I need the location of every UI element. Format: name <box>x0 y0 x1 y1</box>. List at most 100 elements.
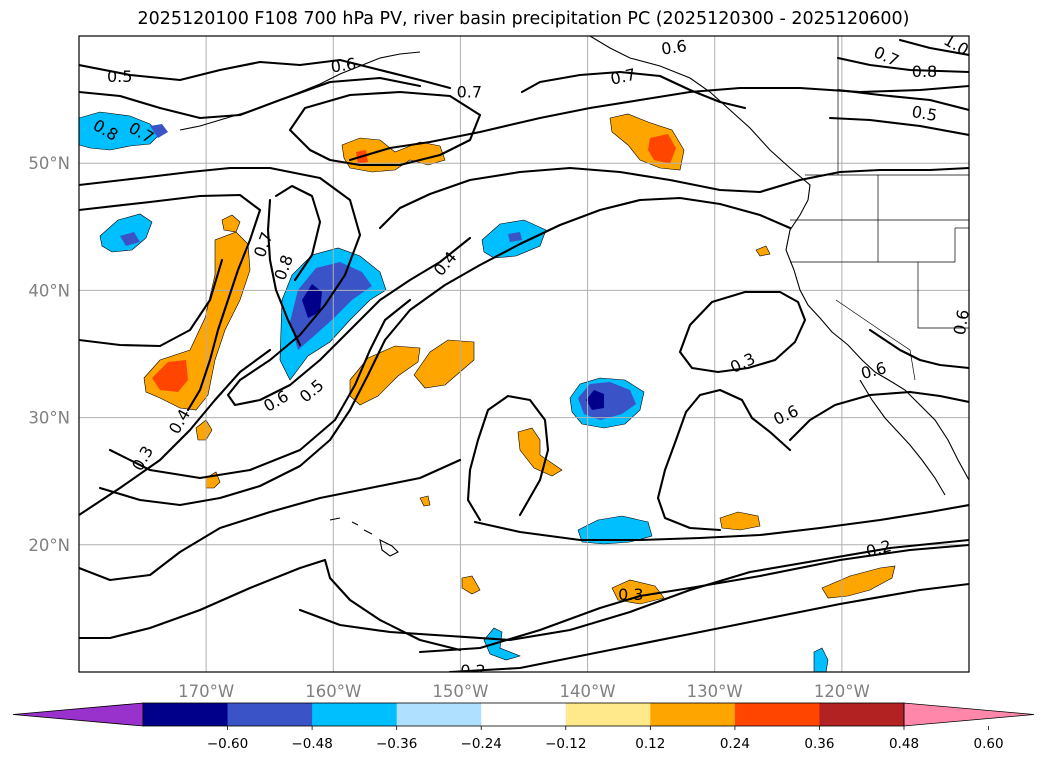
contour-label: 0.7 <box>250 229 277 259</box>
colorbar-segment <box>565 703 651 726</box>
contour-label: 0.4 <box>165 406 194 438</box>
alaska-coastline <box>589 36 969 481</box>
colorbar-segment <box>819 703 905 726</box>
pv-contour-line <box>79 166 472 407</box>
precip-area-darkblue <box>302 284 322 318</box>
aleutian-coastline <box>179 51 421 131</box>
colorbar: −0.60 −0.48 −0.36 −0.24 −0.12 0.12 0.24 0.36 0.4… <box>12 702 1035 752</box>
pv-contour-line <box>473 503 969 542</box>
pv-contour-line <box>418 543 969 654</box>
pv-contour-line <box>448 582 969 672</box>
precip-area-medblue <box>508 232 522 242</box>
colorbar-extend-high <box>903 702 1035 727</box>
pv-contour-line <box>108 298 412 480</box>
coastlines <box>179 36 969 557</box>
state-border <box>790 228 956 263</box>
pv-contour-line <box>788 390 969 442</box>
contour-label: 0.7 <box>609 65 638 89</box>
lon-tick-label: 120°W <box>814 682 870 701</box>
colorbar-tick-label: 0.60 <box>974 736 1004 752</box>
precip-area-orange <box>517 427 563 477</box>
pv-contour-line <box>520 70 747 110</box>
precip-area-red <box>152 360 188 392</box>
precip-area-medblue <box>150 124 168 138</box>
contour-label: 0.2 <box>460 661 485 680</box>
colorbar-segment <box>481 703 567 726</box>
colorbar-extend-low <box>12 702 144 727</box>
precip-area-lightblue <box>79 111 161 151</box>
lat-tick-label: 40°N <box>28 281 70 300</box>
contour-label: 0.6 <box>660 36 688 58</box>
lat-tick-label: 50°N <box>28 154 70 173</box>
pv-contour-line <box>828 116 969 137</box>
state-border <box>835 299 916 381</box>
pv-contour-line <box>79 558 462 652</box>
pv-contour-line <box>378 166 969 230</box>
lon-tick-label: 170°W <box>178 682 234 701</box>
pv-contour-line <box>288 90 482 167</box>
contour-label: 0.3 <box>618 585 643 604</box>
precip-area-orange <box>195 419 213 441</box>
pv-contour-line <box>79 58 452 90</box>
pv-contour-line <box>98 196 792 507</box>
precip-area-orange <box>821 565 896 599</box>
precip-area-orange <box>609 113 685 171</box>
colorbar-tick-label: 0.12 <box>635 736 665 752</box>
colorbar-segment <box>312 703 398 726</box>
precip-area-orange <box>419 495 431 507</box>
axis-tick-labels: 170°W 160°W 150°W 140°W 130°W 120°W 20°N 30°N 40… <box>28 154 869 701</box>
pv-contours <box>79 38 969 672</box>
lon-tick-label: 140°W <box>560 682 616 701</box>
baja-coastline <box>859 379 946 496</box>
lat-tick-label: 30°N <box>28 409 70 428</box>
pv-contour-line <box>678 290 807 374</box>
contour-label: 0.7 <box>457 82 482 101</box>
contour-label: 0.3 <box>727 349 758 377</box>
colorbar-segment <box>396 703 482 726</box>
lat-tick-label: 20°N <box>28 536 70 555</box>
precip-area-darkblue <box>586 390 604 410</box>
contour-label: 0.6 <box>950 308 973 336</box>
colorbar-tick-label: 0.24 <box>720 736 750 752</box>
lon-tick-label: 150°W <box>432 682 488 701</box>
contour-label: 0.5 <box>296 375 328 406</box>
precip-area-orange <box>755 245 771 257</box>
precip-area-orange <box>461 575 481 595</box>
contour-label: 0.6 <box>770 401 801 429</box>
precip-area-orange <box>413 339 475 389</box>
precip-area-orange <box>611 579 665 605</box>
colorbar-tick-label: −0.24 <box>461 736 502 752</box>
pv-contour-line <box>266 198 302 347</box>
colorbar-segment <box>227 703 313 726</box>
state-border <box>917 262 969 329</box>
pv-contour-line <box>298 538 969 642</box>
precip-area-lightblue <box>813 647 829 672</box>
precip-area-lightblue <box>577 515 653 545</box>
pv-contour-line <box>466 394 550 522</box>
pv-contour-line <box>898 38 969 57</box>
hawaii-islands <box>329 517 399 557</box>
contour-labels: 0.50.60.70.70.6 0.70.80.51.00.8 0.70.70.80… <box>90 36 973 680</box>
precip-area-lightblue <box>483 627 521 661</box>
colorbar-tick-label: −0.36 <box>376 736 417 752</box>
colorbar-tick-label: −0.60 <box>207 736 248 752</box>
contour-label: 0.6 <box>330 54 358 76</box>
lon-tick-label: 130°W <box>687 682 743 701</box>
contour-label: 0.4 <box>430 248 461 280</box>
map-title: 2025120100 F108 700 hPa PV, river basin … <box>137 9 910 29</box>
pv-contour-line <box>656 388 792 532</box>
pv-contour-line <box>274 184 322 282</box>
colorbar-tick-label: 0.48 <box>889 736 919 752</box>
precip-area-medblue <box>578 382 636 420</box>
colorbar-tick-label: −0.12 <box>545 736 586 752</box>
contour-label: 0.2 <box>864 536 894 561</box>
colorbar-segment <box>734 703 820 726</box>
contour-label: 0.5 <box>107 67 132 86</box>
precip-area-medblue <box>290 262 372 350</box>
precip-area-red <box>648 134 676 164</box>
pv-contour-line <box>79 258 224 348</box>
pv-contour-line <box>79 76 422 120</box>
pv-contour-line <box>836 88 969 112</box>
colorbar-segment <box>143 703 229 726</box>
colorbar-tick-label: −0.48 <box>291 736 332 752</box>
